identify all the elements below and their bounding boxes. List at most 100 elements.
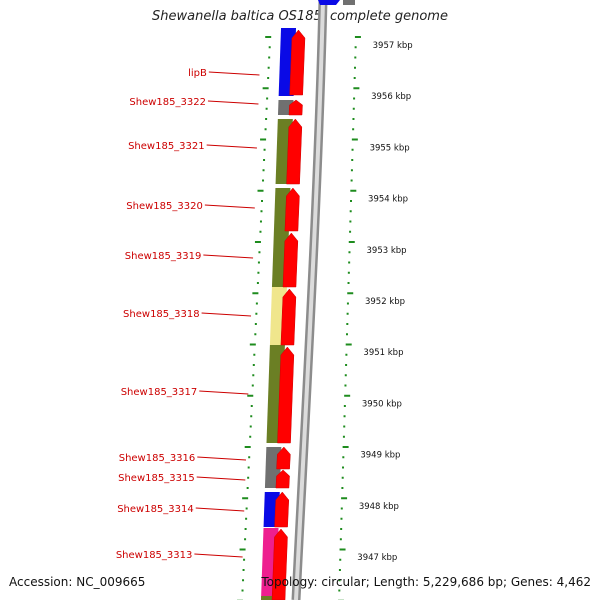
gene-leader-line	[194, 553, 243, 558]
outer-tick	[346, 302, 349, 305]
outer-tick	[345, 343, 352, 346]
outer-tick	[342, 466, 345, 469]
strand-arrow	[276, 446, 291, 470]
outer-tick	[352, 107, 355, 110]
outer-tick	[354, 56, 357, 59]
outer-tick	[339, 558, 342, 561]
strand-arrow	[277, 346, 295, 444]
gene-label-Shew185_3313: Shew185_3313	[116, 550, 193, 561]
inner-tick	[255, 312, 258, 315]
outer-tick	[342, 456, 345, 459]
gene-label-Shew185_3320: Shew185_3320	[126, 201, 203, 212]
inner-tick	[262, 87, 269, 90]
inner-tick	[243, 558, 246, 561]
outer-tick	[347, 271, 350, 274]
inner-tick	[247, 476, 250, 479]
outer-tick	[350, 200, 352, 202]
inner-tick	[264, 128, 267, 131]
gene-block-partial	[261, 596, 277, 600]
outer-tick	[349, 210, 352, 213]
outer-tick	[351, 138, 358, 141]
outer-tick	[346, 312, 349, 315]
inner-tick	[260, 138, 267, 141]
outer-tick	[349, 230, 352, 233]
feature-top-grey	[343, 0, 355, 5]
gene-labels: lipB Shew185_3322 Shew185_3321 Shew185_3320…	[116, 68, 260, 561]
inner-tick	[251, 384, 254, 387]
inner-tick	[257, 271, 260, 274]
outer-tick	[354, 46, 357, 49]
inner-tick	[242, 579, 245, 582]
inner-tick	[247, 394, 254, 397]
strand-arrow	[282, 232, 299, 288]
inner-tick	[263, 159, 266, 161]
scale-tick-label: 3949 kbp	[360, 451, 400, 461]
gene-leader-line	[197, 456, 247, 461]
outer-tick	[339, 548, 346, 551]
outer-tick	[343, 405, 346, 407]
scale-tick-label: 3951 kbp	[363, 348, 403, 358]
gene-leader-line	[208, 71, 260, 76]
inner-tick	[245, 507, 248, 510]
inner-tick	[261, 200, 263, 202]
gene-leader-line	[196, 476, 246, 481]
strand-arrow	[286, 118, 303, 185]
scale-tick-label: 3955 kbp	[370, 143, 410, 153]
scale-tick-label: 3956 kbp	[371, 92, 411, 102]
gene-label-Shew185_3322: Shew185_3322	[129, 97, 206, 108]
gene-label-Shew185_3315: Shew185_3315	[118, 473, 195, 484]
outer-tick	[345, 353, 348, 356]
outer-tick	[351, 148, 354, 151]
outer-tick	[344, 384, 347, 387]
outer-tick	[344, 374, 347, 377]
outer-tick	[338, 569, 341, 571]
gene-leader-line	[201, 312, 252, 317]
inner-tick	[262, 169, 265, 172]
inner-tick	[260, 210, 263, 213]
inner-tick	[248, 456, 251, 459]
inner-tick	[244, 528, 247, 530]
outer-tick	[343, 425, 346, 428]
inner-tick	[259, 220, 262, 223]
scale-tick-label: 3954 kbp	[368, 195, 408, 205]
outer-tick	[348, 241, 355, 243]
inner-tick	[262, 179, 265, 182]
inner-tick	[245, 517, 248, 520]
outer-tick	[347, 282, 350, 284]
inner-tick	[259, 230, 262, 233]
inner-tick	[250, 415, 253, 418]
scale-tick-label: 3947 kbp	[357, 553, 397, 563]
outer-tick	[352, 128, 355, 131]
inner-tick	[241, 589, 244, 592]
strand-track	[271, 29, 306, 600]
inner-tick	[246, 487, 249, 489]
inner-tick	[257, 189, 264, 192]
inner-tick	[268, 46, 271, 49]
inner-tick	[258, 251, 261, 254]
outer-tick	[353, 87, 360, 90]
backbone-inner	[294, 0, 325, 600]
outer-tick	[350, 179, 353, 182]
inner-tick	[266, 97, 269, 100]
inner-tick	[254, 323, 257, 325]
inner-tick	[254, 333, 257, 336]
strand-arrow	[289, 29, 306, 96]
strand-arrow	[275, 469, 290, 489]
outer-tick	[354, 36, 361, 38]
outer-tick-column	[338, 36, 361, 600]
strand-arrow	[280, 288, 297, 346]
inner-tick	[255, 302, 258, 305]
inner-tick	[267, 66, 270, 69]
outer-tick	[348, 251, 351, 254]
outer-tick	[340, 507, 343, 510]
inner-tick	[249, 343, 256, 346]
inner-tick	[242, 569, 245, 571]
outer-tick	[342, 435, 345, 438]
strand-arrow	[274, 491, 290, 528]
gene-label-Shew185_3314: Shew185_3314	[117, 504, 194, 515]
inner-tick	[244, 446, 251, 448]
gene-leader-line	[207, 100, 259, 105]
outer-tick	[350, 169, 353, 172]
inner-tick	[252, 374, 255, 377]
